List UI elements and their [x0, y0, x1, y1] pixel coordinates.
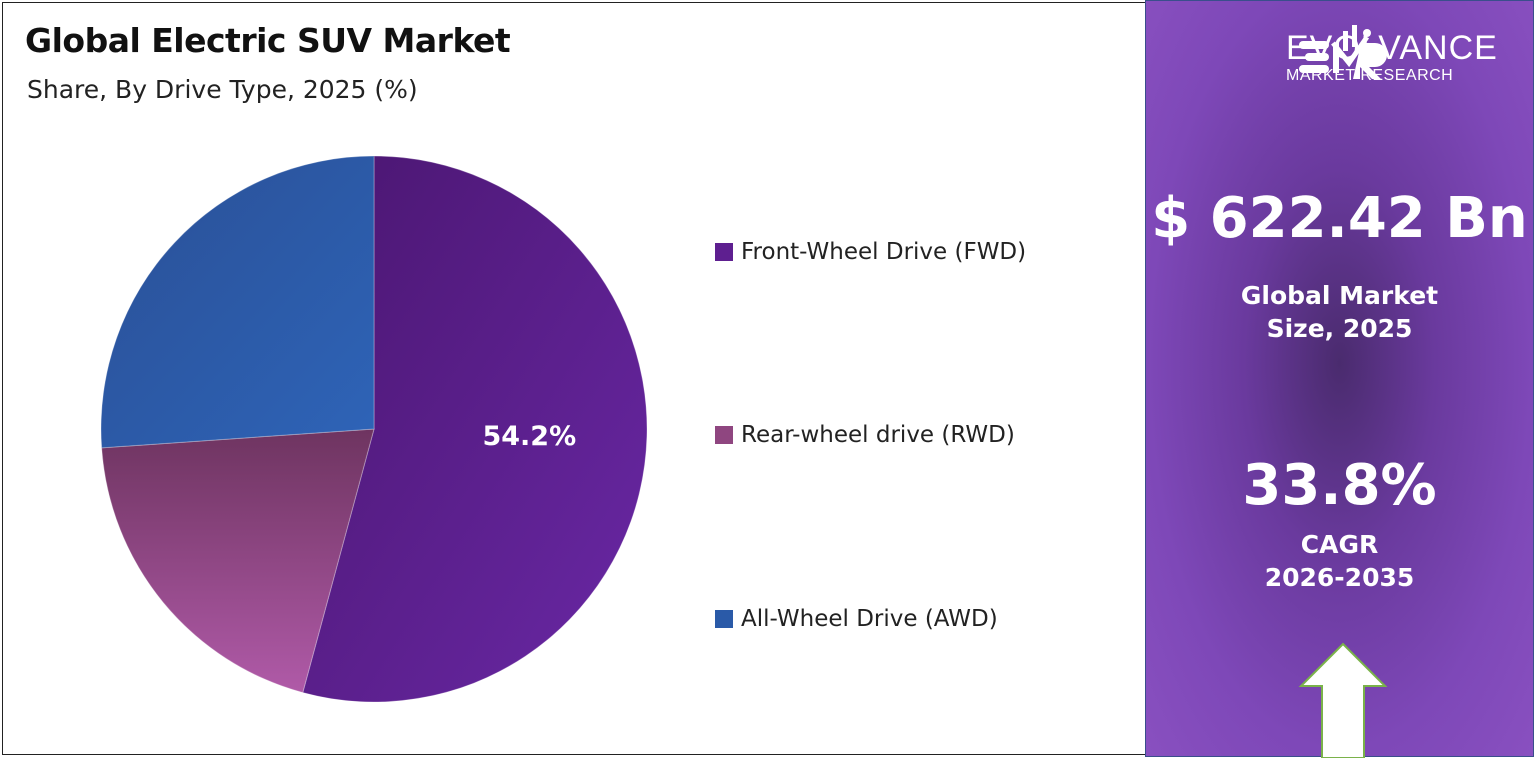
chart-subtitle: Share, By Drive Type, 2025 (%) — [27, 75, 418, 104]
summary-panel: EVOLVANCE MARKET RESEARCH $ 622.42 Bn Gl… — [1145, 0, 1534, 758]
pie-slice-label: 54.2% — [482, 421, 576, 452]
pie-slice-2 — [100, 155, 375, 449]
cagr-value: 33.8% — [1242, 453, 1437, 518]
legend-label: Front-Wheel Drive (FWD) — [741, 239, 1027, 265]
legend-item: Rear-wheel drive (RWD) — [715, 422, 1015, 448]
legend-label: All-Wheel Drive (AWD) — [741, 606, 998, 632]
market-label-line1: Global Market — [1240, 281, 1439, 310]
pie-chart: 54.2% — [100, 155, 648, 703]
legend-swatch — [715, 426, 733, 444]
pie-slice-1 — [101, 428, 375, 694]
logo-subtext: MARKET RESEARCH — [1286, 67, 1454, 84]
logo-text: EVOLVANCE — [1286, 29, 1498, 67]
up-arrow-icon — [1298, 642, 1388, 758]
market-size-label: Global Market Size, 2025 — [1146, 279, 1533, 345]
emr-logo-mark-icon — [1299, 25, 1387, 79]
pie-slice-0 — [302, 155, 648, 703]
legend-swatch — [715, 610, 733, 628]
cagr-label-line2: 2026-2035 — [1264, 563, 1415, 592]
legend-label: Rear-wheel drive (RWD) — [741, 422, 1015, 448]
chart-panel: Global Electric SUV Market Share, By Dri… — [2, 2, 1146, 755]
market-label-line2: Size, 2025 — [1266, 314, 1413, 343]
company-logo: EVOLVANCE MARKET RESEARCH — [1182, 23, 1512, 84]
legend-item: Front-Wheel Drive (FWD) — [715, 239, 1026, 265]
market-size-value: $ 622.42 Bn — [1151, 186, 1528, 251]
cagr-label: CAGR 2026-2035 — [1146, 528, 1533, 594]
legend-swatch — [715, 243, 733, 261]
chart-title: Global Electric SUV Market — [25, 21, 511, 60]
legend-item: All-Wheel Drive (AWD) — [715, 606, 998, 632]
cagr-label-line1: CAGR — [1300, 530, 1379, 559]
